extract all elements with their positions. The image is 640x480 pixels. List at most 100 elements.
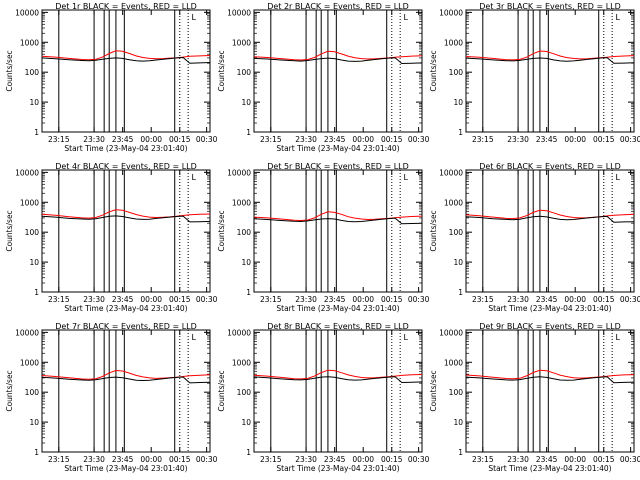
x-tick-label: 00:00 — [352, 455, 374, 464]
x-tick-label: 23:45 — [324, 455, 346, 464]
events-series-line — [465, 57, 635, 64]
plot-frame — [465, 169, 635, 293]
plot-frame — [465, 329, 635, 453]
y-tick-label: 10 — [241, 418, 251, 427]
corner-mark: L — [192, 13, 197, 22]
x-axis-label: Start Time (23-May-04 23:01:40) — [276, 304, 399, 313]
corner-mark: L — [616, 173, 621, 182]
x-tick-label: 23:45 — [536, 455, 558, 464]
x-tick-label: 23:30 — [507, 455, 529, 464]
x-tick-label: 23:15 — [472, 455, 494, 464]
x-tick-label: 00:00 — [564, 295, 586, 304]
x-tick-label: 00:30 — [620, 295, 640, 304]
y-tick-label: 100 — [449, 68, 464, 77]
y-tick-label: 100 — [449, 228, 464, 237]
x-tick-label: 23:45 — [536, 295, 558, 304]
x-tick-label: 23:30 — [83, 455, 105, 464]
y-tick-label: 100 — [237, 228, 252, 237]
y-tick-label: 10 — [453, 98, 463, 107]
chart-title: Det 7r BLACK = Events, RED = LLD — [55, 322, 197, 331]
y-tick-label: 100 — [25, 228, 40, 237]
y-axis-label: Counts/sec — [5, 50, 14, 91]
x-axis-label: Start Time (23-May-04 23:01:40) — [276, 144, 399, 153]
y-tick-label: 100 — [237, 388, 252, 397]
chart-title: Det 3r BLACK = Events, RED = LLD — [479, 2, 621, 11]
y-axis-label: Counts/sec — [5, 210, 14, 251]
chart-title: Det 2r BLACK = Events, RED = LLD — [267, 2, 409, 11]
x-axis-label: Start Time (23-May-04 23:01:40) — [488, 304, 611, 313]
x-tick-label: 23:45 — [112, 295, 134, 304]
y-tick-label: 10 — [29, 418, 39, 427]
y-tick-label: 10 — [29, 98, 39, 107]
y-axis-label: Counts/sec — [217, 50, 226, 91]
x-axis-label: Start Time (23-May-04 23:01:40) — [64, 464, 187, 473]
y-axis-label: Counts/sec — [217, 370, 226, 411]
x-tick-label: 23:15 — [48, 455, 70, 464]
y-tick-label: 10 — [241, 98, 251, 107]
x-axis-label: Start Time (23-May-04 23:01:40) — [64, 304, 187, 313]
chart-title: Det 9r BLACK = Events, RED = LLD — [479, 322, 621, 331]
x-tick-label: 00:30 — [196, 295, 218, 304]
x-tick-label: 00:00 — [140, 455, 162, 464]
y-tick-label: 10000 — [15, 328, 39, 337]
events-series-line — [253, 57, 423, 65]
y-tick-label: 1 — [458, 448, 463, 457]
y-tick-label: 1000 — [232, 358, 251, 367]
y-tick-label: 1 — [34, 128, 39, 137]
y-tick-label: 10000 — [227, 8, 251, 17]
y-tick-label: 10000 — [15, 168, 39, 177]
plot-frame — [41, 9, 211, 133]
x-tick-label: 00:30 — [408, 455, 430, 464]
x-tick-label: 00:00 — [564, 455, 586, 464]
y-axis-label: Counts/sec — [429, 370, 438, 411]
events-series-line — [465, 376, 635, 384]
chart-panel: Det 4r BLACK = Events, RED = LLD 1 10 100 10… — [5, 162, 218, 313]
x-tick-label: 23:30 — [295, 455, 317, 464]
y-tick-label: 10000 — [439, 8, 463, 17]
plot-frame — [253, 329, 423, 453]
x-tick-label: 00:30 — [620, 455, 640, 464]
y-tick-label: 10 — [453, 258, 463, 267]
chart-panel: Det 9r BLACK = Events, RED = LLD 1 10 100 10… — [429, 322, 640, 473]
y-axis-label: Counts/sec — [5, 370, 14, 411]
y-tick-label: 100 — [449, 388, 464, 397]
y-tick-label: 1000 — [20, 198, 39, 207]
corner-mark: L — [616, 13, 621, 22]
chart-title: Det 1r BLACK = Events, RED = LLD — [55, 2, 197, 11]
y-tick-label: 10 — [29, 258, 39, 267]
y-tick-label: 10000 — [227, 328, 251, 337]
x-tick-label: 23:30 — [507, 295, 529, 304]
corner-mark: L — [404, 173, 409, 182]
x-tick-label: 23:30 — [507, 135, 529, 144]
corner-mark: L — [616, 333, 621, 342]
x-tick-label: 23:15 — [48, 295, 70, 304]
x-tick-label: 23:45 — [112, 455, 134, 464]
lld-series-line — [465, 369, 635, 380]
x-tick-label: 23:45 — [112, 135, 134, 144]
x-tick-label: 00:15 — [169, 135, 191, 144]
x-tick-label: 23:45 — [324, 295, 346, 304]
events-series-line — [41, 56, 211, 64]
y-tick-label: 1 — [246, 128, 251, 137]
x-tick-label: 23:30 — [295, 295, 317, 304]
y-tick-label: 1 — [246, 288, 251, 297]
x-axis-label: Start Time (23-May-04 23:01:40) — [64, 144, 187, 153]
chart-panel: Det 8r BLACK = Events, RED = LLD 1 10 100 10… — [217, 322, 430, 473]
plot-frame — [465, 9, 635, 133]
y-tick-label: 1 — [246, 448, 251, 457]
y-tick-label: 100 — [25, 68, 40, 77]
y-tick-label: 1000 — [20, 38, 39, 47]
x-tick-label: 00:15 — [593, 295, 615, 304]
x-tick-label: 00:15 — [593, 455, 615, 464]
y-tick-label: 1 — [458, 288, 463, 297]
chart-title: Det 8r BLACK = Events, RED = LLD — [267, 322, 409, 331]
y-tick-label: 10000 — [15, 8, 39, 17]
x-tick-label: 23:45 — [536, 135, 558, 144]
plot-frame — [253, 169, 423, 293]
chart-title: Det 6r BLACK = Events, RED = LLD — [479, 162, 621, 171]
y-tick-label: 1 — [34, 288, 39, 297]
x-tick-label: 00:00 — [140, 295, 162, 304]
events-series-line — [465, 215, 635, 223]
plot-frame — [41, 329, 211, 453]
